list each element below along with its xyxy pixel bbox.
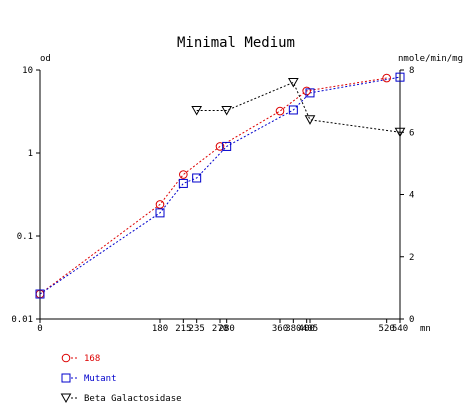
x-axis-label: mn (420, 324, 431, 334)
legend-item: 168 (61, 353, 100, 364)
legend-marker (61, 353, 71, 363)
legend-label: 168 (84, 354, 100, 364)
legend-item: Mutant (61, 373, 117, 384)
data-point (178, 178, 188, 188)
x-tick-label: 540 (392, 324, 408, 334)
series-lines (39, 76, 401, 295)
data-point (155, 208, 165, 218)
y-tick-label: 0.1 (17, 232, 33, 242)
series-line-3 (196, 81, 401, 133)
legend-label: Mutant (84, 374, 117, 384)
legend-marker (61, 373, 71, 383)
y2-tick-label: 4 (409, 191, 414, 201)
y2-tick-label: 8 (409, 66, 414, 76)
legend: 168 Mutant Beta Galactosidase (60, 353, 182, 404)
x-tick-label: 270 (212, 324, 228, 334)
y-tick-label: 1 (28, 149, 33, 159)
x-tick-label: 520 (379, 324, 395, 334)
x-tick-label: 380 (285, 324, 301, 334)
data-point (192, 173, 202, 183)
y-axis-label: od (40, 54, 51, 64)
data-point (221, 105, 233, 116)
y2-tick-label: 6 (409, 128, 414, 138)
data-point (215, 142, 225, 151)
y-tick-label: 10 (22, 66, 33, 76)
data-point (288, 105, 298, 115)
legend-label: Beta Galactosidase (84, 394, 182, 404)
data-point (302, 86, 311, 96)
data-point (304, 115, 316, 125)
legend-item: Beta Galactosidase (60, 393, 182, 404)
x-tick-label: 215 (175, 324, 191, 334)
legend-marker (60, 393, 72, 404)
data-point (382, 73, 391, 83)
y2-tick-label: 2 (409, 253, 414, 263)
data-point (191, 105, 203, 116)
y2-axis-label: nmole/min/mg (398, 54, 463, 64)
y2-tick-label: 0 (409, 315, 414, 325)
series-line-2 (39, 76, 401, 295)
x-tick-label: 235 (189, 324, 205, 334)
chart-title: Minimal Medium (177, 35, 295, 51)
x-tick-label: 360 (272, 324, 288, 334)
data-point (35, 289, 45, 299)
x-tick-label: 180 (152, 324, 168, 334)
data-point (155, 200, 165, 209)
x-tick-label: 405 (302, 324, 318, 334)
data-point (275, 106, 285, 116)
series-line-1 (39, 77, 387, 295)
series-markers (35, 72, 406, 299)
x-tick-label: 400 (299, 324, 315, 334)
data-point (287, 77, 299, 88)
data-point (395, 72, 405, 82)
data-point (222, 141, 232, 151)
data-point (179, 170, 188, 179)
y-tick-label: 0.01 (11, 315, 33, 325)
x-tick-label: 280 (219, 324, 235, 334)
data-point (394, 127, 406, 138)
x-tick-label: 0 (37, 324, 42, 334)
data-point (305, 88, 315, 98)
